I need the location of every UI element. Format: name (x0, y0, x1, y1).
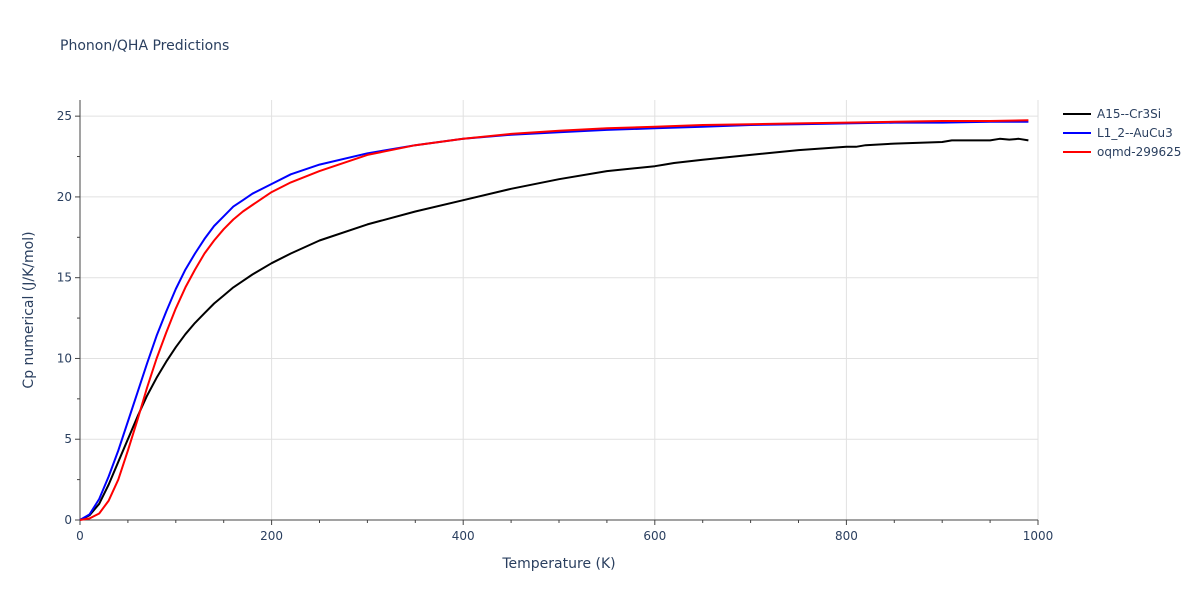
series-lines (79, 119, 1029, 521)
x-tick-label: 400 (452, 529, 475, 543)
legend[interactable]: A15--Cr3Si L1_2--AuCu3 oqmd-299625 (1063, 107, 1181, 159)
y-tick-label: 10 (57, 351, 72, 365)
legend-item[interactable]: A15--Cr3Si (1063, 107, 1161, 121)
x-axis-label: Temperature (K) (501, 556, 615, 572)
x-tick-label: 0 (76, 529, 84, 543)
legend-item[interactable]: L1_2--AuCu3 (1063, 126, 1173, 140)
y-tick-label: 20 (57, 190, 72, 204)
y-tick-label: 25 (57, 109, 72, 123)
series-line (79, 137, 1029, 521)
legend-item[interactable]: oqmd-299625 (1063, 145, 1181, 159)
axes (75, 100, 1039, 525)
series-line (79, 120, 1029, 521)
y-tick-label: 15 (57, 271, 72, 285)
y-tick-label: 5 (64, 432, 72, 446)
x-tick-label: 1000 (1023, 529, 1054, 543)
legend-label: L1_2--AuCu3 (1097, 126, 1173, 140)
grid (80, 100, 1039, 520)
x-tick-label: 800 (835, 529, 858, 543)
y-tick-label: 0 (64, 513, 72, 527)
series-line (79, 119, 1029, 521)
tick-labels: 0 200 400 600 800 1000 0 5 10 15 20 25 (57, 109, 1054, 543)
legend-label: A15--Cr3Si (1097, 107, 1161, 121)
legend-label: oqmd-299625 (1097, 145, 1181, 159)
chart-title: Phonon/QHA Predictions (60, 38, 229, 54)
x-tick-label: 200 (260, 529, 283, 543)
y-axis-label: Cp numerical (J/K/mol) (21, 231, 37, 388)
x-tick-label: 600 (643, 529, 666, 543)
